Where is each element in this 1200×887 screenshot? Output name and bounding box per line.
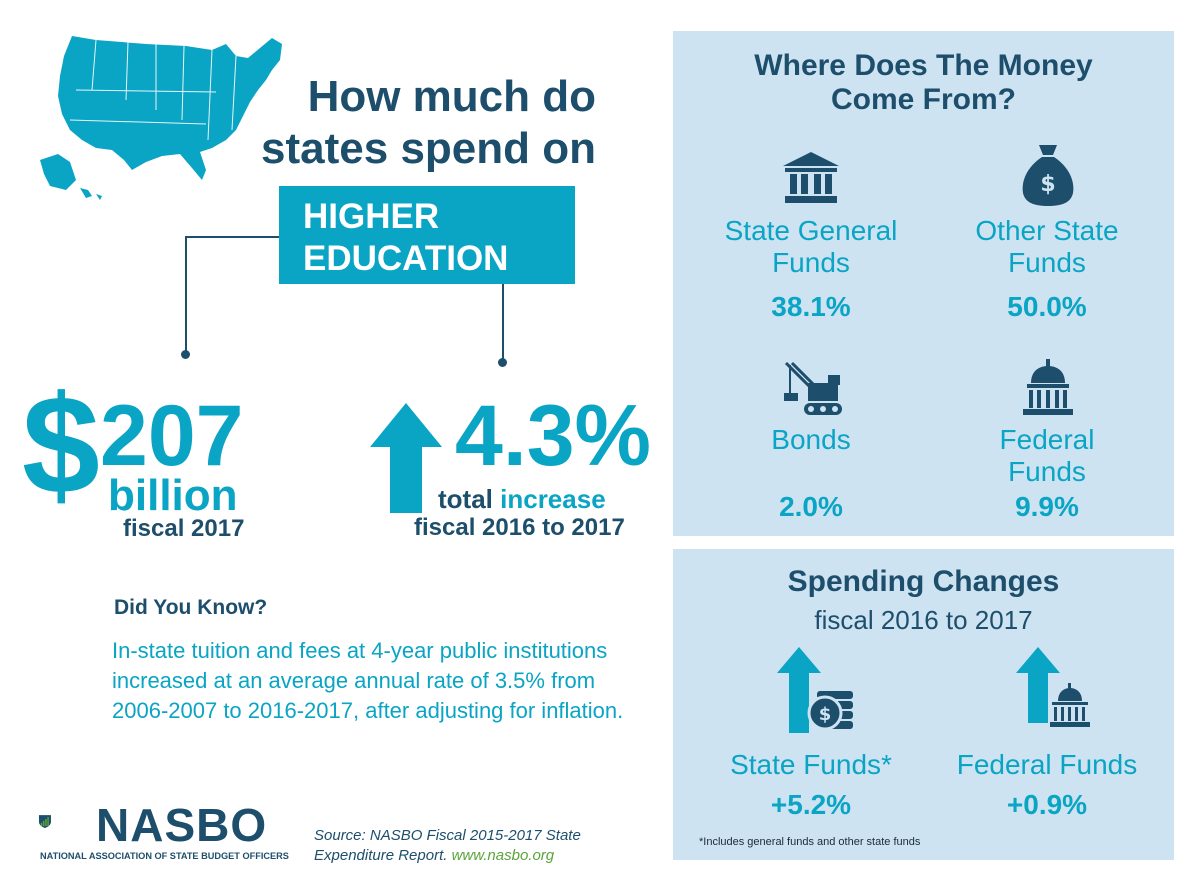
connector-left-v — [185, 236, 187, 354]
source-label-line-1: Other State — [975, 215, 1119, 246]
money-panel-title-1: Where Does The Money — [754, 49, 1093, 82]
spending-changes-panel: Spending Changes fiscal 2016 to 2017 $ S… — [673, 549, 1174, 860]
spending-period: fiscal 2017 — [123, 515, 245, 542]
dollar-sign: $ — [22, 366, 100, 523]
source-item-bonds: Bonds — [701, 424, 921, 456]
source-label-line-2: Funds — [1008, 247, 1086, 278]
source-value-federal: 9.9% — [1015, 491, 1079, 522]
coins-arrow-icon: $ — [777, 647, 853, 733]
source-value-other-state: 50.0% — [1007, 291, 1087, 322]
increase-label-total: total — [438, 484, 493, 514]
source-text: Source: NASBO Fiscal 2015-2017 State Exp… — [314, 827, 581, 864]
svg-text:$: $ — [819, 704, 832, 725]
spending-unit: billion — [108, 471, 238, 520]
banner-line-2: EDUCATION — [303, 239, 509, 278]
spending-amount: 207 — [100, 388, 244, 484]
title-line-2: states spend on — [261, 124, 596, 173]
higher-education-banner: HIGHER EDUCATION — [279, 186, 575, 284]
nasbo-subtitle: NATIONAL ASSOCIATION OF STATE BUDGET OFF… — [40, 851, 289, 861]
source-label-line-1: Federal — [999, 424, 1095, 455]
nasbo-logo-icon — [38, 815, 51, 829]
connector-right-v — [502, 284, 504, 362]
increase-period: fiscal 2016 to 2017 — [414, 514, 625, 541]
increase-label-increase: increase — [500, 484, 606, 514]
spending-panel-title: Spending Changes — [787, 565, 1060, 598]
increase-label: total increase — [438, 484, 606, 515]
svg-text:$: $ — [1040, 172, 1055, 197]
money-bag-icon: $ — [1022, 145, 1074, 206]
source-label-line-2: Funds — [1008, 456, 1086, 487]
spending-item-state: State Funds* — [730, 749, 892, 780]
spending-value-federal: +0.9% — [1006, 789, 1088, 820]
spending-panel-subtitle: fiscal 2016 to 2017 — [814, 605, 1033, 635]
source-label-line-1: Bonds — [771, 424, 851, 455]
us-map-icon — [40, 36, 282, 200]
did-you-know-title: Did You Know? — [114, 596, 268, 619]
bank-icon — [783, 152, 839, 203]
connector-left-h — [185, 236, 279, 238]
connector-right-dot — [498, 358, 507, 367]
source-citation: Source: NASBO Fiscal 2015-2017 State Exp… — [314, 826, 634, 866]
increase-value: 4.3% — [455, 388, 652, 484]
spending-footnote: *Includes general funds and other state … — [699, 836, 921, 848]
spending-item-federal: Federal Funds — [956, 749, 1138, 780]
source-url[interactable]: www.nasbo.org — [451, 847, 555, 864]
spending-value-state: +5.2% — [770, 789, 852, 820]
source-label-line-1: State General — [724, 215, 898, 246]
source-value-bonds: 2.0% — [779, 491, 843, 522]
capitol-icon — [1023, 359, 1073, 415]
source-label-line-2: Funds — [772, 247, 850, 278]
capitol-arrow-icon — [1016, 647, 1090, 727]
did-you-know-body: In-state tuition and fees at 4-year publ… — [112, 638, 624, 723]
money-panel-title-2: Come From? — [830, 83, 1016, 116]
crane-icon — [784, 361, 842, 415]
source-item-other-state: Other State Funds — [937, 215, 1157, 279]
source-value-state-general: 38.1% — [771, 291, 851, 322]
nasbo-wordmark: NASBO — [96, 799, 268, 851]
up-arrow-icon — [370, 403, 442, 513]
title-line-1: How much do — [307, 72, 596, 121]
source-item-federal: Federal Funds — [937, 424, 1157, 488]
banner-line-1: HIGHER — [303, 197, 440, 236]
source-item-state-general: State General Funds — [701, 215, 921, 279]
money-sources-panel: Where Does The Money Come From? State Ge… — [673, 31, 1174, 536]
connector-left-dot — [181, 350, 190, 359]
